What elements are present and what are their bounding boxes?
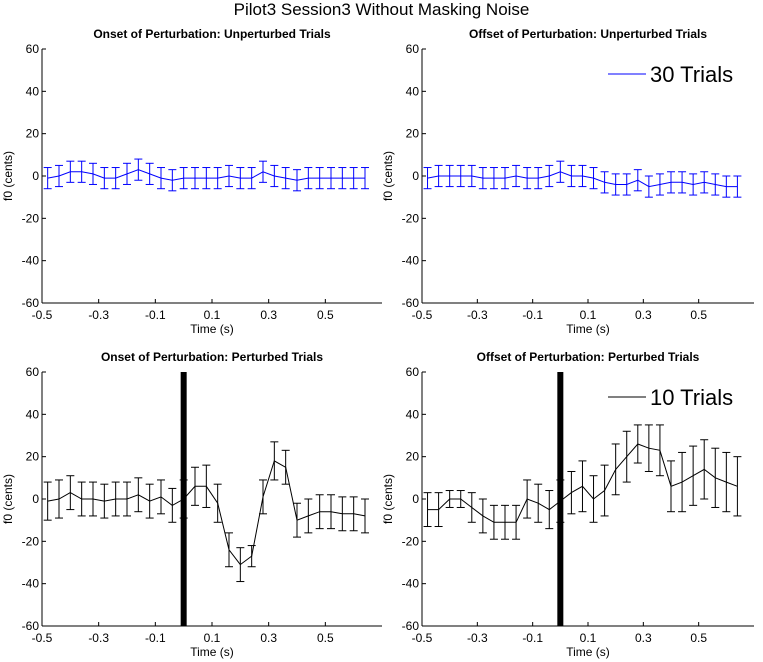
x-tick-label: -0.1: [522, 631, 543, 645]
x-axis-label: Time (s): [190, 645, 234, 659]
y-tick-label: -20: [402, 211, 420, 225]
y-tick-label: -40: [22, 254, 40, 268]
mean-line: [47, 460, 366, 566]
x-axis-label: Time (s): [190, 322, 234, 336]
chart-title: Onset of Perturbation: Perturbed Trials: [101, 350, 323, 364]
x-tick-label: -0.1: [145, 308, 166, 322]
y-tick-label: -20: [22, 534, 40, 548]
chart-panel: Onset of Perturbation: Perturbed Trials -…: [1, 350, 382, 659]
x-tick-label: -0.3: [467, 631, 488, 645]
chart-title: Offset of Perturbation: Perturbed Trials: [477, 350, 700, 364]
chart-panel: Onset of Perturbation: Unperturbed Trial…: [1, 27, 382, 336]
y-axis-label: f0 (cents): [1, 151, 15, 201]
y-tick-label: 40: [406, 84, 420, 98]
legend-label: 30 Trials: [650, 62, 733, 87]
y-tick-label: -20: [22, 211, 40, 225]
y-axis-label: f0 (cents): [1, 474, 15, 524]
y-tick-label: -60: [402, 296, 420, 310]
x-tick-label: 0.1: [580, 631, 597, 645]
y-tick-label: 0: [412, 169, 419, 183]
y-tick-label: 60: [406, 365, 420, 379]
y-tick-label: 60: [406, 42, 420, 56]
y-tick-label: -20: [402, 534, 420, 548]
x-tick-label: -0.5: [412, 308, 433, 322]
x-tick-label: 0.5: [317, 308, 334, 322]
y-tick-label: 60: [26, 365, 40, 379]
y-tick-label: 60: [26, 42, 40, 56]
x-tick-label: 0.3: [635, 631, 652, 645]
chart-panel: Offset of Perturbation: Unperturbed Tria…: [381, 27, 754, 336]
chart-title: Offset of Perturbation: Unperturbed Tria…: [469, 27, 707, 41]
y-tick-label: 20: [406, 450, 420, 464]
legend: 10 Trials: [608, 385, 733, 410]
x-tick-label: -0.1: [522, 308, 543, 322]
y-tick-label: -40: [402, 254, 420, 268]
chart-title: Onset of Perturbation: Unperturbed Trial…: [93, 27, 331, 41]
mean-line: [427, 171, 738, 188]
x-tick-label: 0.5: [690, 631, 707, 645]
y-tick-label: -40: [402, 577, 420, 591]
x-tick-label: -0.3: [88, 631, 109, 645]
x-tick-label: 0.3: [260, 308, 277, 322]
y-tick-label: 20: [26, 127, 40, 141]
y-tick-label: 20: [406, 127, 420, 141]
y-tick-label: 0: [412, 492, 419, 506]
x-tick-label: -0.3: [467, 308, 488, 322]
y-tick-label: 40: [26, 407, 40, 421]
legend: 30 Trials: [608, 62, 733, 87]
y-tick-label: -40: [22, 577, 40, 591]
figure-title: Pilot3 Session3 Without Masking Noise: [233, 0, 530, 19]
chart-panel: Offset of Perturbation: Perturbed Trials…: [381, 350, 754, 659]
y-tick-label: 40: [26, 84, 40, 98]
x-tick-label: 0.3: [635, 308, 652, 322]
x-tick-label: 0.1: [204, 308, 221, 322]
y-tick-label: 40: [406, 407, 420, 421]
x-tick-label: -0.3: [88, 308, 109, 322]
x-tick-label: 0.3: [260, 631, 277, 645]
x-tick-label: -0.5: [32, 631, 53, 645]
x-axis-label: Time (s): [566, 322, 610, 336]
x-tick-label: 0.5: [690, 308, 707, 322]
mean-line: [47, 169, 365, 181]
x-tick-label: -0.1: [145, 631, 166, 645]
y-tick-label: -60: [22, 296, 40, 310]
x-tick-label: 0.1: [580, 308, 597, 322]
y-tick-label: 0: [32, 169, 39, 183]
y-tick-label: 0: [32, 492, 39, 506]
x-tick-label: 0.5: [317, 631, 334, 645]
y-tick-label: -60: [402, 619, 420, 633]
y-axis-label: f0 (cents): [381, 151, 395, 201]
y-axis-label: f0 (cents): [381, 474, 395, 524]
y-tick-label: 20: [26, 450, 40, 464]
x-tick-label: -0.5: [412, 631, 433, 645]
mean-line: [427, 443, 738, 523]
x-tick-label: 0.1: [204, 631, 221, 645]
x-axis-label: Time (s): [566, 645, 610, 659]
legend-label: 10 Trials: [650, 385, 733, 410]
y-tick-label: -60: [22, 619, 40, 633]
x-tick-label: -0.5: [32, 308, 53, 322]
